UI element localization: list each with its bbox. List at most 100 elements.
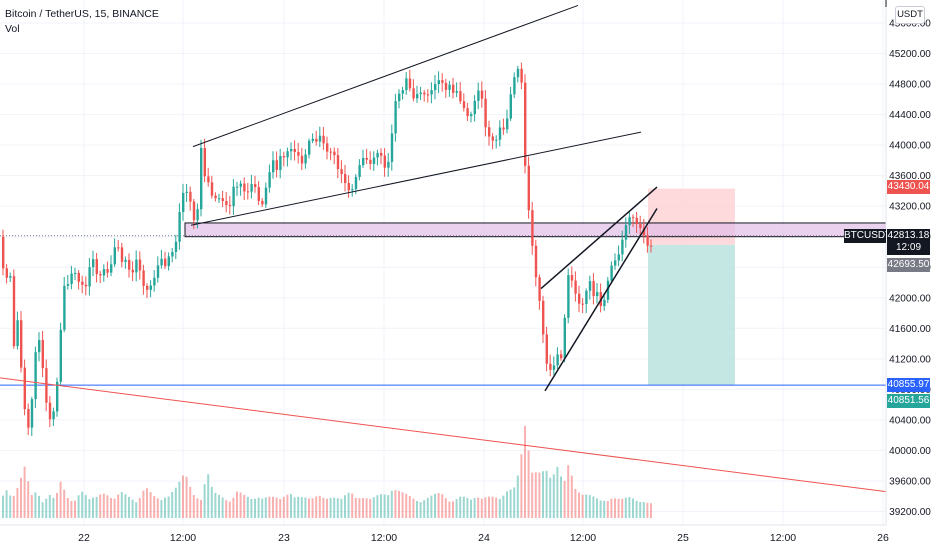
volume-bar	[434, 493, 436, 518]
candle-body	[113, 247, 116, 265]
candle-body	[189, 191, 192, 202]
candle-body	[297, 151, 300, 156]
candle-body	[45, 368, 48, 403]
candle-body	[16, 320, 19, 347]
candle-body	[329, 151, 332, 153]
candle-body	[106, 269, 109, 273]
candle-body	[596, 292, 599, 297]
candle-body	[358, 165, 361, 177]
candle-body	[581, 303, 584, 305]
volume-bar	[200, 499, 202, 518]
candle-body	[520, 68, 523, 83]
volume-bar	[635, 500, 638, 518]
candle-body	[124, 259, 127, 262]
volume-bar	[164, 497, 166, 518]
volume-bar	[203, 484, 206, 518]
candle-body	[30, 399, 34, 428]
candle-body	[282, 155, 286, 158]
candle-body	[63, 285, 66, 330]
volume-bar	[149, 492, 152, 518]
candle-body	[459, 91, 462, 102]
volume-bar	[56, 492, 58, 518]
candle-body	[290, 148, 293, 152]
candle-body	[347, 183, 350, 191]
volume-bar	[322, 497, 325, 518]
time-tick: 12:00	[570, 532, 596, 544]
candle-body	[142, 270, 145, 286]
volume-bar	[534, 472, 537, 518]
candle-body	[491, 136, 494, 141]
candle-body	[531, 210, 534, 246]
candle-body	[437, 80, 440, 85]
candle-body	[77, 272, 80, 282]
candle-body	[506, 118, 509, 130]
volume-bar	[491, 496, 494, 518]
volume-bar	[351, 493, 354, 518]
candle-body	[470, 114, 473, 117]
volume-bar	[236, 491, 238, 518]
volume-bar	[66, 497, 69, 518]
candle-body	[95, 259, 98, 275]
candle-body	[473, 100, 476, 115]
candle-body	[23, 367, 26, 410]
volume-bar	[113, 498, 116, 518]
volume-bar	[120, 492, 123, 518]
candle-body	[333, 151, 336, 156]
volume-bar	[419, 502, 422, 518]
candle-body	[606, 280, 610, 300]
volume-bar	[59, 481, 62, 518]
volume-bar	[34, 492, 37, 518]
candle-body	[254, 184, 257, 188]
low-line-label: 40851.56	[887, 394, 930, 408]
volume-bar	[311, 498, 314, 518]
candle-body	[196, 209, 199, 221]
candle-body	[156, 265, 160, 278]
candle-body	[322, 135, 325, 144]
volume-bar	[218, 494, 220, 518]
volume-bar	[603, 500, 606, 518]
volume-bar	[27, 481, 30, 518]
volume-bar	[23, 466, 26, 518]
candle-body	[228, 204, 232, 207]
volume-legend[interactable]: Vol	[5, 23, 20, 35]
volume-bar	[506, 491, 508, 518]
price-tick: 40000.00	[889, 446, 931, 457]
candle-body	[146, 285, 149, 290]
volume-bar	[516, 475, 519, 518]
volume-bar	[110, 497, 112, 518]
volume-bar	[527, 450, 530, 518]
candle-body	[401, 90, 404, 94]
volume-bar	[221, 497, 224, 518]
volume-bar	[20, 477, 22, 518]
volume-bar	[293, 497, 296, 518]
candle-body	[214, 195, 217, 199]
volume-bar	[624, 497, 627, 518]
target-price-label: 40855.97	[887, 378, 930, 392]
volume-bar	[628, 497, 631, 518]
candle-body	[239, 183, 242, 187]
volume-bar	[599, 500, 602, 518]
currency-button[interactable]: USDT	[895, 6, 925, 24]
price-tick: 44000.00	[889, 141, 931, 152]
candle-body	[617, 254, 620, 261]
candle-body	[2, 236, 5, 269]
symbol-title[interactable]: Bitcoin / TetherUS, 15, BINANCE	[5, 8, 159, 20]
candle-body	[387, 161, 390, 168]
candle-body	[646, 235, 649, 246]
bar-countdown: 12:09	[895, 242, 922, 253]
candle-body	[246, 191, 250, 193]
candle-body	[498, 127, 502, 140]
price-tick: 39600.00	[889, 476, 931, 487]
candle-body	[610, 265, 613, 281]
volume-bar	[268, 496, 271, 518]
candle-body	[131, 269, 134, 273]
volume-bar	[45, 498, 48, 518]
volume-bar	[498, 498, 501, 518]
take-profit-zone	[648, 244, 735, 386]
volume-bar	[365, 498, 368, 518]
candle-body	[318, 135, 322, 142]
candle-body	[315, 138, 318, 142]
volume-bar	[344, 495, 346, 518]
trend-line	[544, 208, 658, 392]
